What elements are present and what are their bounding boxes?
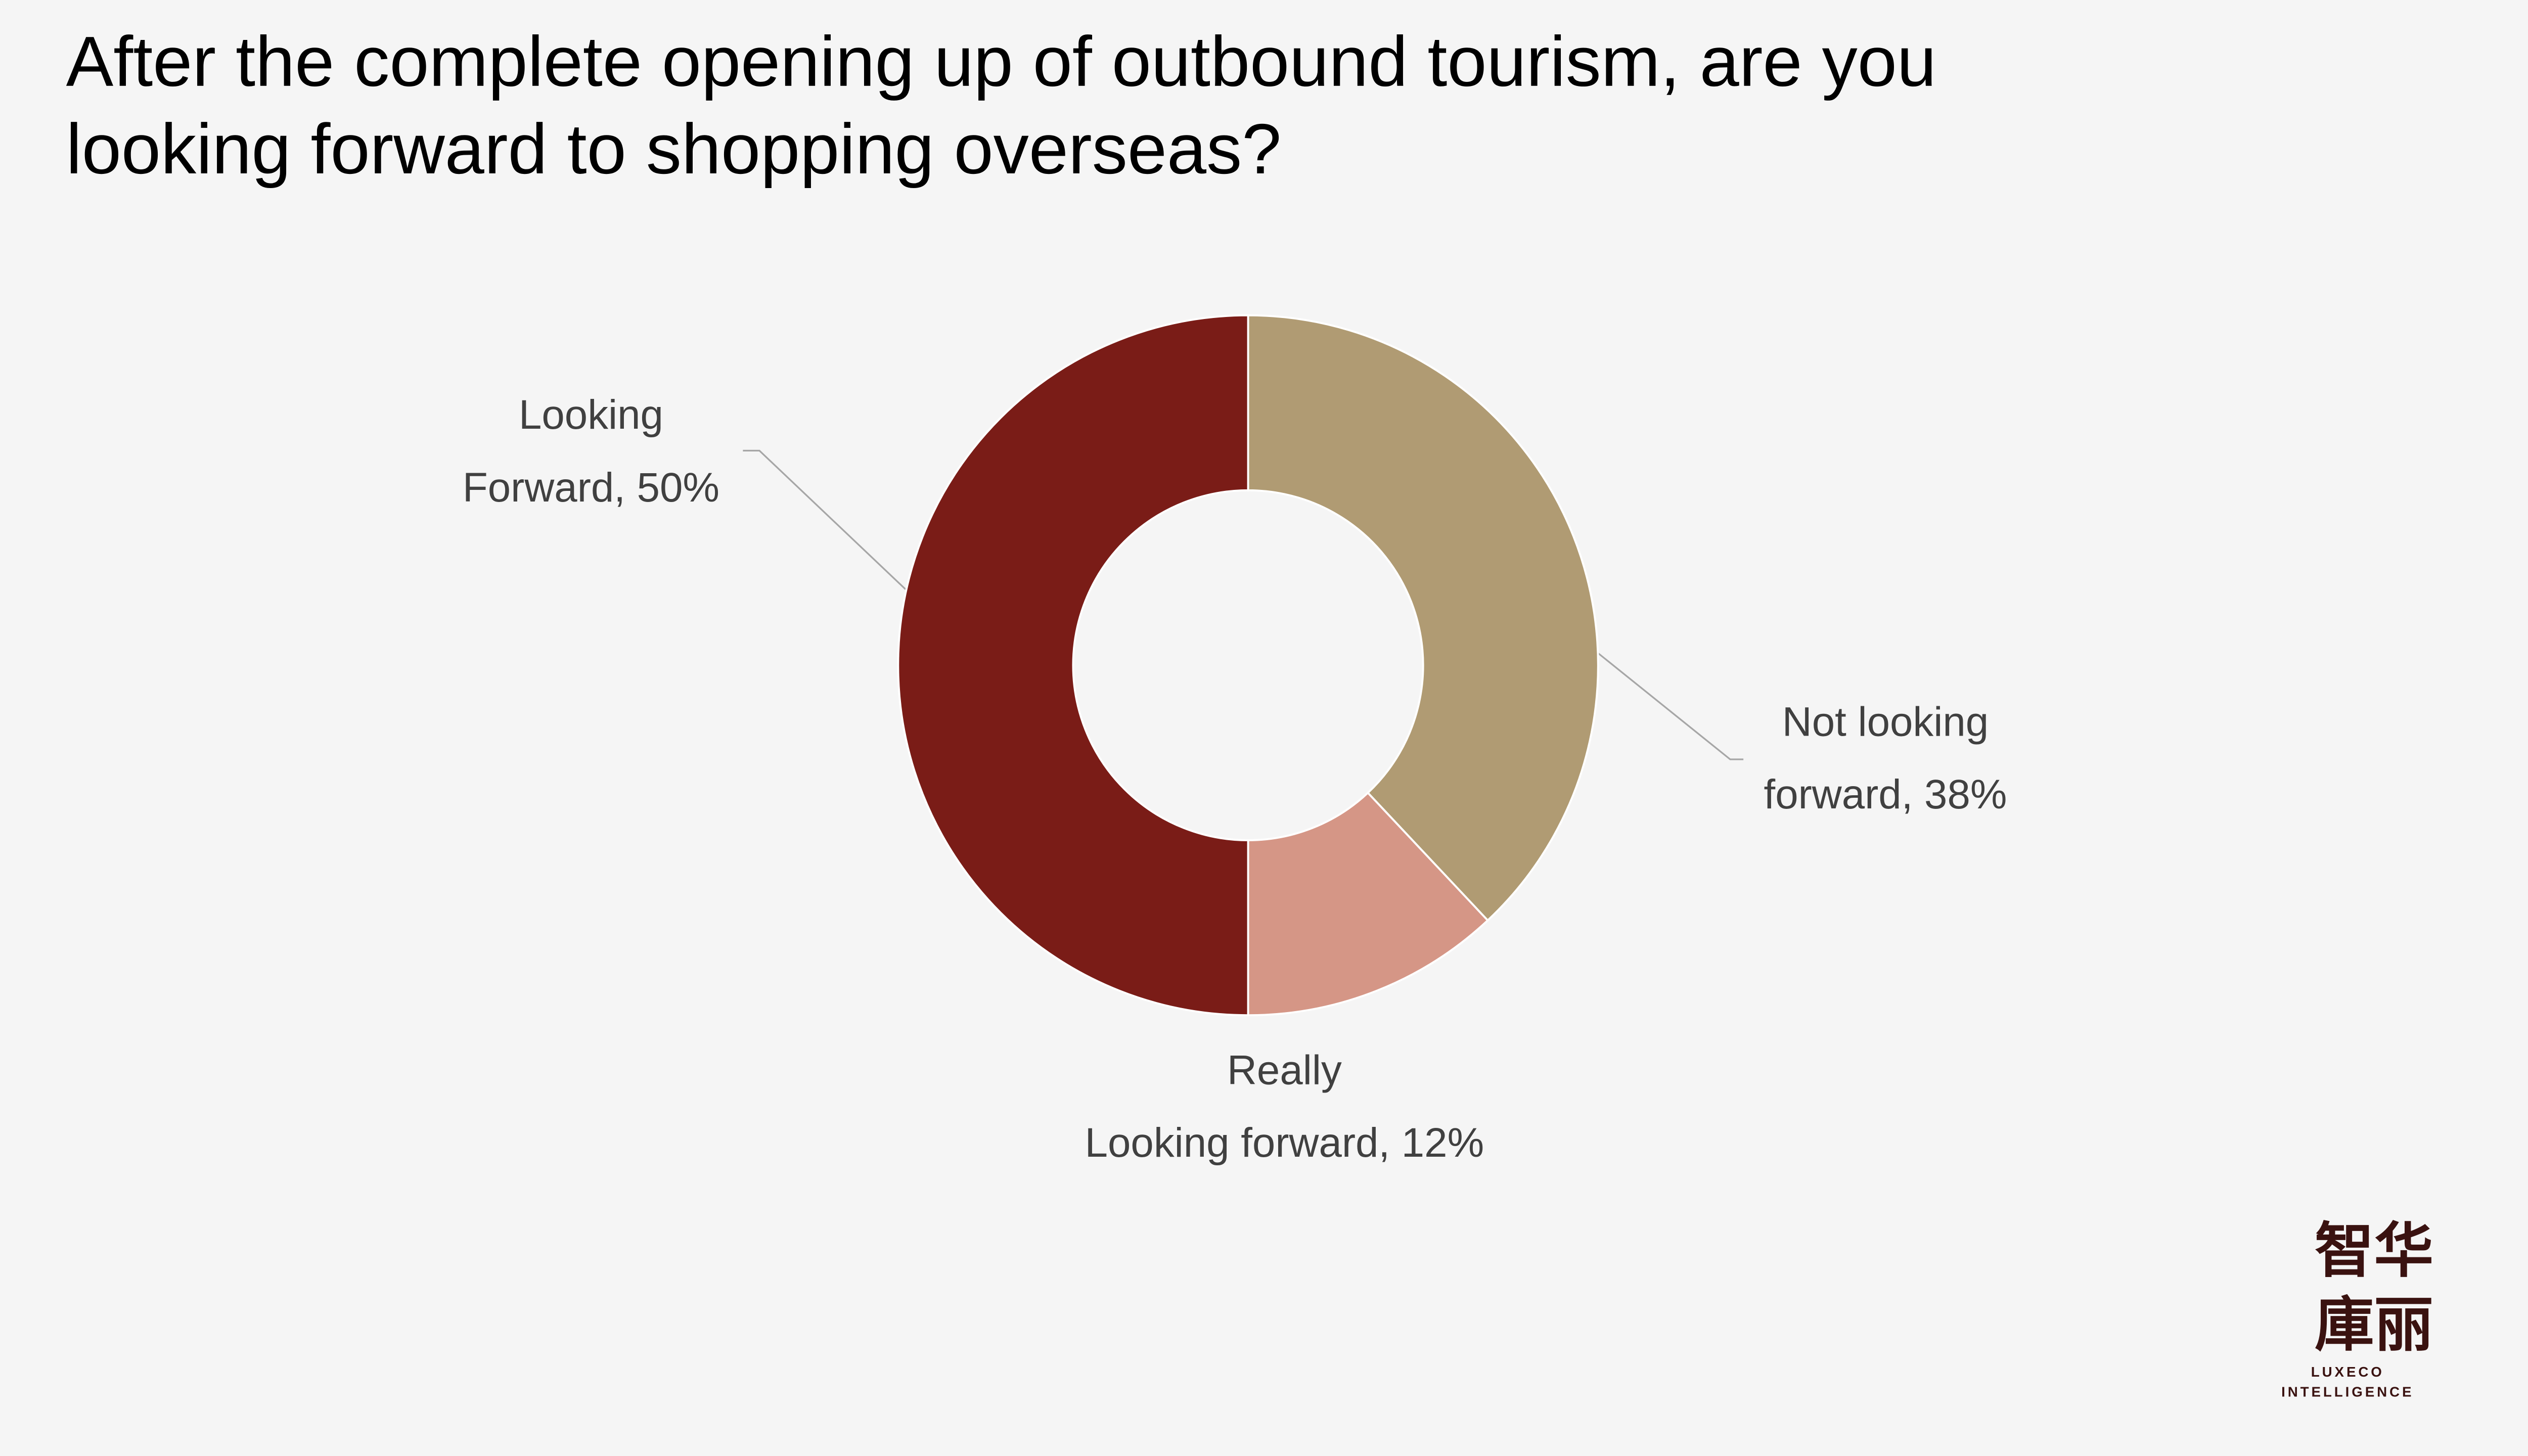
- chart-title: After the complete opening up of outboun…: [66, 22, 1936, 189]
- logo-english: INTELLIGENCE: [2281, 1384, 2414, 1399]
- logo-chinese: 智华: [2315, 1215, 2433, 1285]
- logo-chinese: 庫丽: [2315, 1290, 2433, 1359]
- data-label: Really Looking forward, 12%: [1085, 1047, 1484, 1166]
- data-label: Looking Forward, 50%: [463, 392, 719, 511]
- donut-slice: [897, 314, 1249, 1017]
- donut-slice: [1247, 314, 1599, 922]
- logo-english: LUXECO: [2311, 1364, 2384, 1380]
- data-label: Not looking forward, 38%: [1764, 699, 2007, 817]
- donut-slice: [1247, 791, 1489, 1017]
